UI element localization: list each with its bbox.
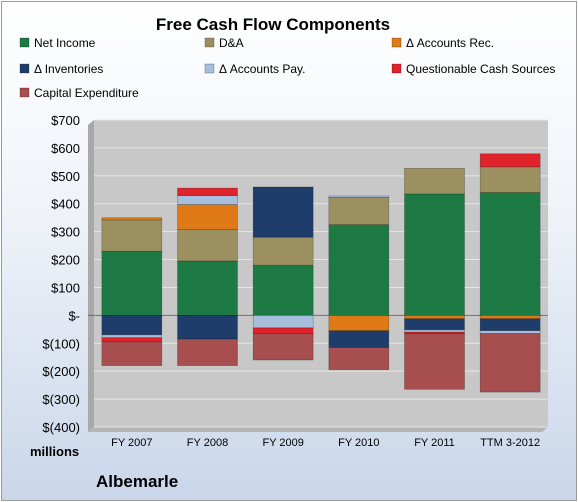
bar-segment: [404, 193, 465, 316]
y-tick-label: $500: [51, 169, 80, 184]
y-tick-label: $400: [51, 197, 80, 212]
legend-swatch: [204, 37, 215, 48]
bar-segment: [404, 318, 465, 331]
y-tick-label: $(100): [42, 336, 80, 351]
bar-segment: [404, 315, 465, 320]
legend-label: Δ Accounts Pay.: [219, 62, 306, 76]
bar-segment: [101, 219, 163, 252]
y-tick-label: $600: [51, 141, 80, 156]
legend-label: Capital Expenditure: [34, 86, 139, 100]
bar-segment: [252, 236, 314, 266]
bar-segment: [479, 333, 541, 393]
bar-segment: [479, 153, 541, 168]
bar-segment: [101, 334, 163, 338]
legend-swatch: [391, 63, 402, 74]
y-tick-label: $(300): [42, 392, 80, 407]
y-axis: $700 $600 $500 $400 $300 $200 $100 $- $(100) $(20…: [42, 113, 80, 435]
bar-segment: [328, 195, 390, 198]
bar-segment: [101, 315, 163, 336]
x-tick-label: FY 2007: [111, 437, 152, 449]
bar-segment: [252, 186, 314, 238]
y-tick-label: $200: [51, 253, 80, 268]
x-tick-label: FY 2009: [262, 437, 303, 449]
bar-segment: [404, 333, 465, 390]
legend-label: Δ Inventories: [34, 62, 103, 76]
chart-title: Free Cash Flow Components: [156, 15, 390, 34]
legend-label: Δ Accounts Rec.: [406, 36, 494, 50]
bar-segment: [479, 318, 541, 332]
bar-segment: [479, 192, 541, 316]
bar-segment: [101, 341, 163, 366]
bar-segment: [252, 264, 314, 316]
bar-segment: [177, 260, 238, 316]
legend-swatch: [19, 63, 30, 74]
bar-segment: [101, 250, 163, 316]
bar-segment: [101, 217, 163, 221]
bar-segment: [177, 204, 238, 230]
y-tick-label: $-: [68, 308, 80, 323]
plot-area: [88, 119, 548, 432]
legend-swatch: [391, 37, 402, 48]
x-tick-label: FY 2011: [414, 437, 455, 449]
bar-segment: [101, 337, 163, 343]
bar-segment: [404, 167, 465, 195]
bar-segment: [252, 333, 314, 361]
bar-segment: [252, 315, 314, 329]
y-tick-label: $(400): [42, 420, 80, 435]
legend-swatch: [19, 37, 30, 48]
bar-segment: [328, 330, 390, 348]
y-tick-label: $(200): [42, 364, 80, 379]
bar-segment: [328, 347, 390, 371]
bar-segment: [328, 224, 390, 316]
legend-label: Net Income: [34, 36, 96, 50]
bar-segment: [479, 166, 541, 193]
plot-side-wall: [88, 120, 94, 432]
legend-swatch: [19, 87, 30, 98]
bar-segment: [177, 338, 238, 366]
bar-segment: [479, 330, 541, 334]
bar-segment: [177, 195, 238, 205]
plot-floor: [88, 427, 548, 432]
x-tick-label: FY 2010: [338, 437, 379, 449]
plot-background: [94, 120, 548, 427]
y-tick-label: $300: [51, 225, 80, 240]
y-tick-label: $700: [51, 113, 80, 128]
bar-segment: [328, 197, 390, 225]
bar-segment: [328, 315, 390, 332]
bar-segment: [479, 315, 541, 320]
units-label: millions: [30, 444, 79, 459]
bar-segment: [404, 329, 465, 333]
x-tick-label: FY 2008: [187, 437, 228, 449]
x-axis: FY 2007 FY 2008 FY 2009 FY 2010 FY 2011 TTM 3…: [111, 437, 540, 449]
bar-segment: [177, 187, 238, 196]
legend-label: Questionable Cash Sources: [406, 62, 555, 76]
y-tick-label: $100: [51, 280, 80, 295]
legend: Net Income D&A Δ Accounts Rec. Δ Inventorie…: [19, 36, 555, 100]
bar-segment: [177, 229, 238, 262]
company-name: Albemarle: [96, 472, 178, 491]
legend-swatch: [204, 63, 215, 74]
bar-segment: [177, 315, 238, 340]
x-tick-label: TTM 3-2012: [480, 437, 540, 449]
bar-segment: [252, 327, 314, 334]
legend-label: D&A: [219, 36, 244, 50]
